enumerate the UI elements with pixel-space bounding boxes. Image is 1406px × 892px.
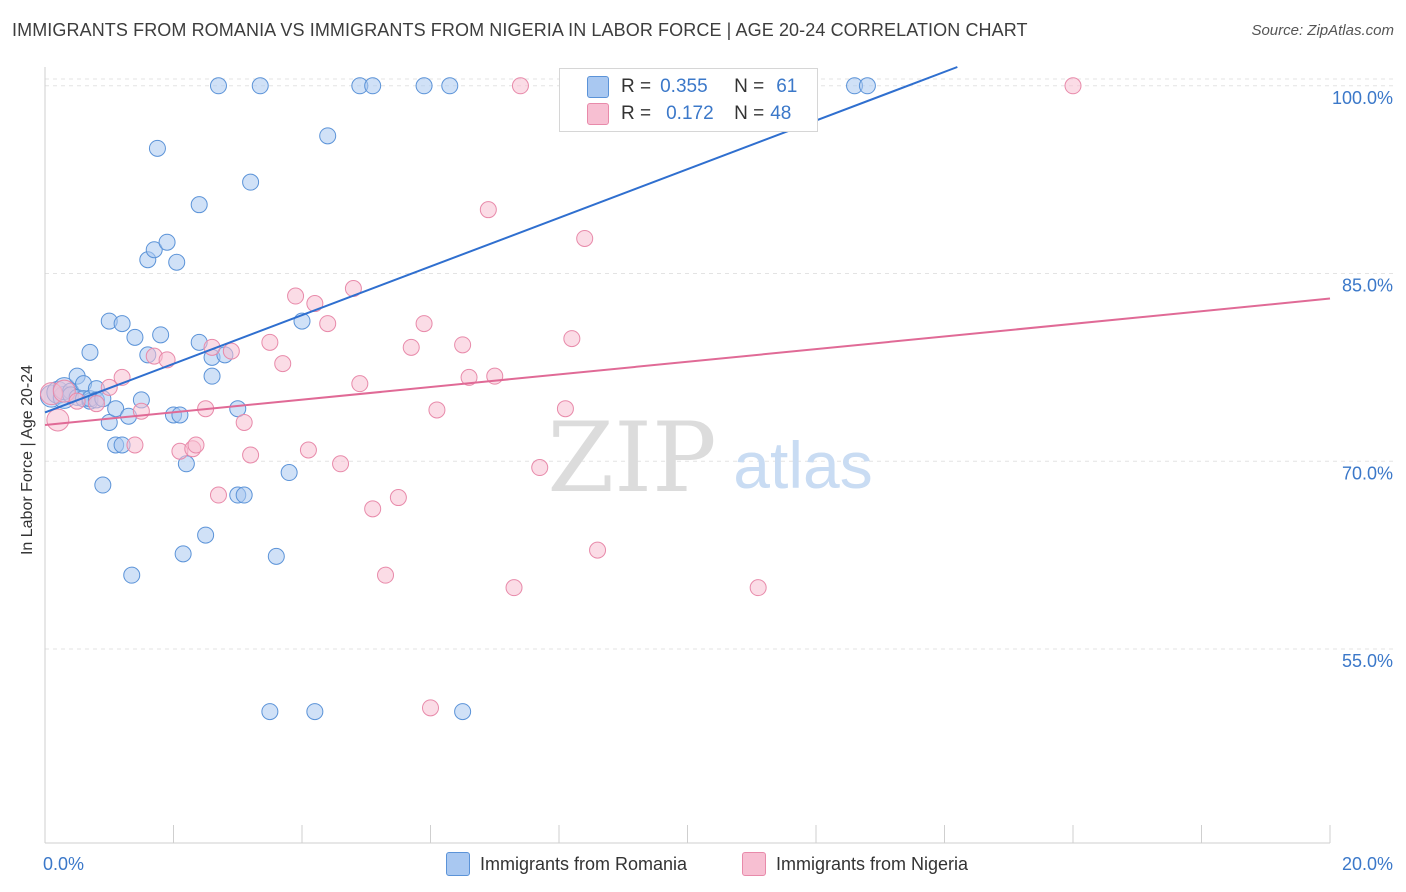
point-romania: [153, 327, 169, 343]
bottom-legend-label-romania: Immigrants from Romania: [480, 854, 687, 875]
point-nigeria: [403, 339, 419, 355]
point-nigeria: [352, 376, 368, 392]
point-romania: [172, 407, 188, 423]
y-tick-label: 70.0%: [1342, 463, 1393, 483]
legend-row-nigeria: R = 0.172 N = 48: [560, 100, 791, 128]
point-romania: [262, 704, 278, 720]
point-nigeria: [750, 580, 766, 596]
point-romania: [268, 548, 284, 564]
point-romania: [159, 234, 175, 250]
point-romania: [124, 567, 140, 583]
watermark-atlas: atlas: [733, 428, 872, 502]
point-romania: [198, 527, 214, 543]
point-romania: [204, 368, 220, 384]
point-romania: [127, 329, 143, 345]
bottom-legend-label-nigeria: Immigrants from Nigeria: [776, 854, 968, 875]
bottom-legend-swatch-romania: [446, 852, 470, 876]
legend-r-label: R =: [621, 76, 651, 98]
point-nigeria: [429, 402, 445, 418]
point-romania: [210, 78, 226, 94]
point-nigeria: [300, 442, 316, 458]
point-nigeria: [557, 401, 573, 417]
point-nigeria: [188, 437, 204, 453]
point-romania: [243, 174, 259, 190]
legend-swatch-nigeria: [587, 103, 609, 125]
point-nigeria: [416, 316, 432, 332]
point-romania: [416, 78, 432, 94]
scatter-chart: ZIP atlas 55.0% 70.0% 85.0% 100.0% 0.0% 20.0%: [0, 0, 1406, 892]
point-nigeria: [378, 567, 394, 583]
point-romania: [307, 704, 323, 720]
point-romania: [175, 546, 191, 562]
point-romania: [169, 254, 185, 270]
trend-line-romania: [45, 67, 957, 412]
point-nigeria: [127, 437, 143, 453]
y-tick-label: 55.0%: [1342, 651, 1393, 671]
point-romania: [236, 487, 252, 503]
point-romania: [149, 140, 165, 156]
point-nigeria: [423, 700, 439, 716]
point-nigeria: [223, 343, 239, 359]
legend-n-value: 61: [776, 76, 797, 98]
point-romania: [442, 78, 458, 94]
point-romania: [95, 477, 111, 493]
y-axis-label: In Labor Force | Age 20-24: [19, 365, 37, 555]
bottom-legend-nigeria: Immigrants from Nigeria: [742, 852, 968, 876]
point-nigeria: [390, 490, 406, 506]
point-nigeria: [1065, 78, 1081, 94]
point-nigeria: [275, 356, 291, 372]
legend-r-value: 0.355: [660, 76, 726, 98]
point-nigeria: [532, 460, 548, 476]
point-nigeria: [577, 230, 593, 246]
legend-swatch-romania: [587, 76, 609, 98]
legend-n-label: N =: [734, 76, 764, 98]
point-nigeria: [506, 580, 522, 596]
point-nigeria: [480, 202, 496, 218]
legend-r-value: 0.172: [666, 103, 726, 125]
point-romania: [455, 704, 471, 720]
y-tick-label: 100.0%: [1332, 88, 1393, 108]
point-romania: [252, 78, 268, 94]
y-tick-label: 85.0%: [1342, 276, 1393, 296]
point-romania: [365, 78, 381, 94]
point-nigeria: [243, 447, 259, 463]
point-romania: [82, 344, 98, 360]
point-romania: [114, 316, 130, 332]
point-nigeria: [455, 337, 471, 353]
correlation-legend: R = 0.355 N = 61 R = 0.172 N = 48: [559, 68, 818, 132]
point-nigeria: [512, 78, 528, 94]
point-nigeria: [262, 334, 278, 350]
point-romania: [859, 78, 875, 94]
x-tick-label: 20.0%: [1342, 854, 1393, 874]
point-nigeria: [365, 501, 381, 517]
bottom-legend-swatch-nigeria: [742, 852, 766, 876]
point-nigeria: [590, 542, 606, 558]
point-nigeria: [210, 487, 226, 503]
gridlines: [45, 79, 1394, 649]
legend-n-label: N =: [734, 103, 764, 125]
legend-row-romania: R = 0.355 N = 61: [560, 73, 797, 101]
watermark-zip: ZIP: [547, 402, 716, 514]
bottom-legend-romania: Immigrants from Romania: [446, 852, 687, 876]
point-romania: [320, 128, 336, 144]
point-romania: [281, 465, 297, 481]
watermark: ZIP atlas: [547, 402, 872, 514]
point-nigeria: [320, 316, 336, 332]
x-tick-label: 0.0%: [43, 854, 84, 874]
point-nigeria: [333, 456, 349, 472]
point-romania: [191, 197, 207, 213]
point-nigeria: [88, 396, 104, 412]
legend-r-label: R =: [621, 103, 651, 125]
point-nigeria: [236, 414, 252, 430]
legend-n-value: 48: [770, 103, 791, 125]
point-nigeria: [564, 331, 580, 347]
point-nigeria: [47, 409, 69, 431]
point-nigeria: [288, 288, 304, 304]
